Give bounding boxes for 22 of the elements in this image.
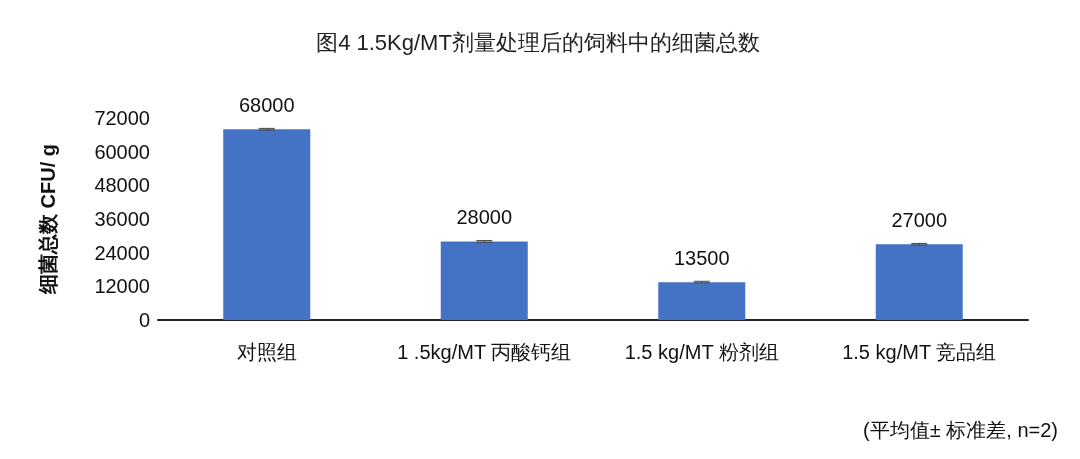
data-label: 68000 bbox=[238, 94, 295, 117]
bar bbox=[223, 129, 311, 320]
data-label: 28000 bbox=[456, 206, 513, 229]
y-tick-label: 12000 bbox=[94, 275, 150, 298]
data-label: 27000 bbox=[891, 209, 948, 232]
y-tick-label: 72000 bbox=[94, 107, 150, 129]
x-tick-label: 1 .5kg/MT 丙酸钙组 bbox=[397, 341, 572, 363]
y-tick-label: 24000 bbox=[94, 241, 150, 264]
x-tick-label: 1.5 kg/MT 竞品组 bbox=[842, 341, 997, 363]
y-tick-label: 60000 bbox=[94, 140, 150, 163]
y-axis-title: 细菌总数 CFU/ g bbox=[37, 144, 59, 295]
x-tick-label: 1.5 kg/MT 粉剂组 bbox=[624, 341, 779, 363]
bar bbox=[658, 282, 746, 320]
chart-title: 图4 1.5Kg/MT剂量处理后的饲料中的细菌总数 bbox=[316, 29, 760, 55]
y-tick-label: 0 bbox=[138, 309, 150, 331]
data-label: 13500 bbox=[673, 247, 730, 270]
y-tick-label: 36000 bbox=[94, 208, 150, 230]
x-tick-label: 对照组 bbox=[236, 341, 297, 363]
bar bbox=[440, 241, 528, 320]
text: (平均值± 标准差, n=2) bbox=[863, 419, 1059, 441]
bar bbox=[875, 244, 963, 320]
y-tick-label: 48000 bbox=[94, 174, 150, 197]
